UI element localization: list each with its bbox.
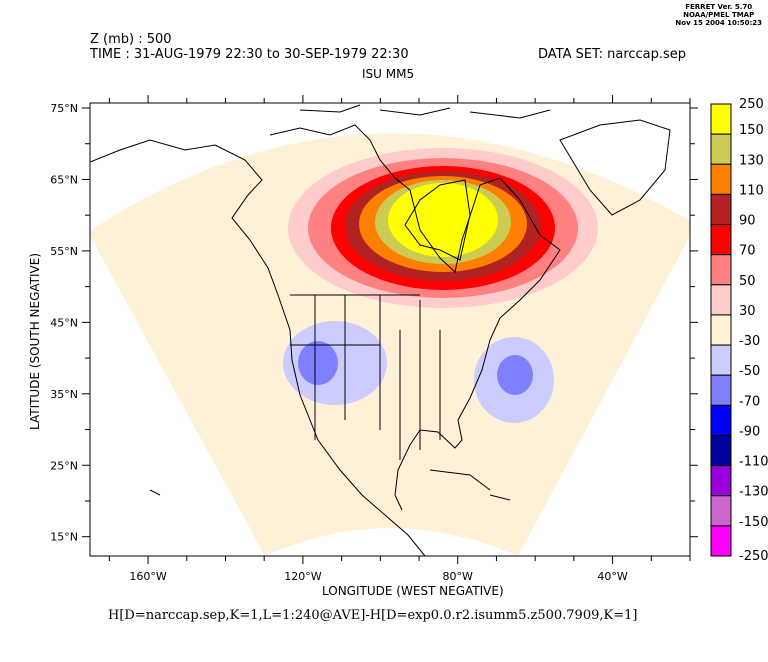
x-tick-label: 40°W — [597, 570, 627, 583]
colorbar-swatch — [710, 103, 732, 135]
colorbar-swatch — [710, 224, 732, 256]
colorbar-swatch — [710, 284, 732, 316]
x-axis-label: LONGITUDE (WEST NEGATIVE) — [322, 584, 504, 598]
plot-date: Nov 15 2004 10:50:23 — [675, 19, 762, 27]
organization: NOAA/PMEL TMAP — [683, 11, 755, 19]
colorbar-label: -90 — [739, 424, 760, 439]
y-tick-label: 45°N — [50, 316, 78, 329]
colorbar-swatch — [710, 163, 732, 195]
coastlines — [90, 104, 671, 556]
colorbar-label: -110 — [739, 455, 768, 470]
colorbar-swatch — [710, 465, 732, 497]
y-tick-label: 65°N — [50, 173, 78, 186]
y-axis-label: LATITUDE (SOUTH NEGATIVE) — [28, 252, 42, 430]
plot-expression: H[D=narccap.sep,K=1,L=1:240@AVE]-H[D=exp… — [108, 608, 638, 623]
colorbar-swatch — [710, 434, 732, 467]
colorbar-label: 110 — [739, 183, 764, 198]
ferret-header: FERRET Ver. 5.70 NOAA/PMEL TMAP Nov 15 2… — [675, 3, 762, 27]
colorbar-swatch — [710, 314, 732, 346]
y-tick-label: 25°N — [50, 459, 78, 472]
colorbar-label: -30 — [739, 334, 760, 349]
colorbar-label: 250 — [739, 97, 764, 112]
x-tick-label: 120°W — [284, 570, 321, 583]
colorbar-label: -50 — [739, 364, 760, 379]
plot-subtitle: ISU MM5 — [362, 67, 415, 81]
colorbar-swatch — [710, 254, 732, 286]
colorbar-label: 50 — [739, 274, 756, 289]
y-tick-label: 55°N — [50, 245, 78, 258]
variable-title: Z (mb) : 500 — [90, 32, 172, 47]
y-tick-label: 35°N — [50, 388, 78, 401]
x-tick-label: 160°W — [129, 570, 166, 583]
colorbar-swatch — [710, 344, 732, 376]
colorbar-swatch — [710, 404, 732, 436]
colorbar-label: -150 — [739, 515, 768, 530]
time-range: TIME : 31-AUG-1979 22:30 to 30-SEP-1979 … — [90, 47, 409, 62]
colorbar-label: 150 — [739, 123, 764, 138]
colorbar-swatch — [710, 374, 732, 406]
colorbar-label: 70 — [739, 244, 756, 259]
x-tick-label: 80°W — [443, 570, 473, 583]
colorbar-label: -130 — [739, 485, 768, 500]
ferret-version: FERRET Ver. 5.70 — [685, 3, 753, 11]
colorbar-label: 90 — [739, 214, 756, 229]
negative-anomaly-atlantic — [474, 337, 554, 423]
plot-frame — [89, 102, 691, 557]
y-tick-label: 75°N — [50, 102, 78, 115]
colorbar-label: 130 — [739, 153, 764, 168]
colorbar-label: -70 — [739, 394, 760, 409]
colorbar-label: 30 — [739, 304, 756, 319]
negative-anomaly-west — [283, 321, 387, 405]
positive-anomaly — [288, 148, 598, 308]
colorbar-label: -250 — [739, 549, 768, 564]
dataset-name: DATA SET: narccap.sep — [538, 47, 687, 62]
colorbar-swatch — [710, 525, 732, 557]
colorbar-swatch — [710, 495, 732, 527]
colorbar-swatch — [710, 133, 732, 165]
y-tick-label: 15°N — [50, 531, 78, 544]
colorbar-swatch — [710, 193, 732, 226]
